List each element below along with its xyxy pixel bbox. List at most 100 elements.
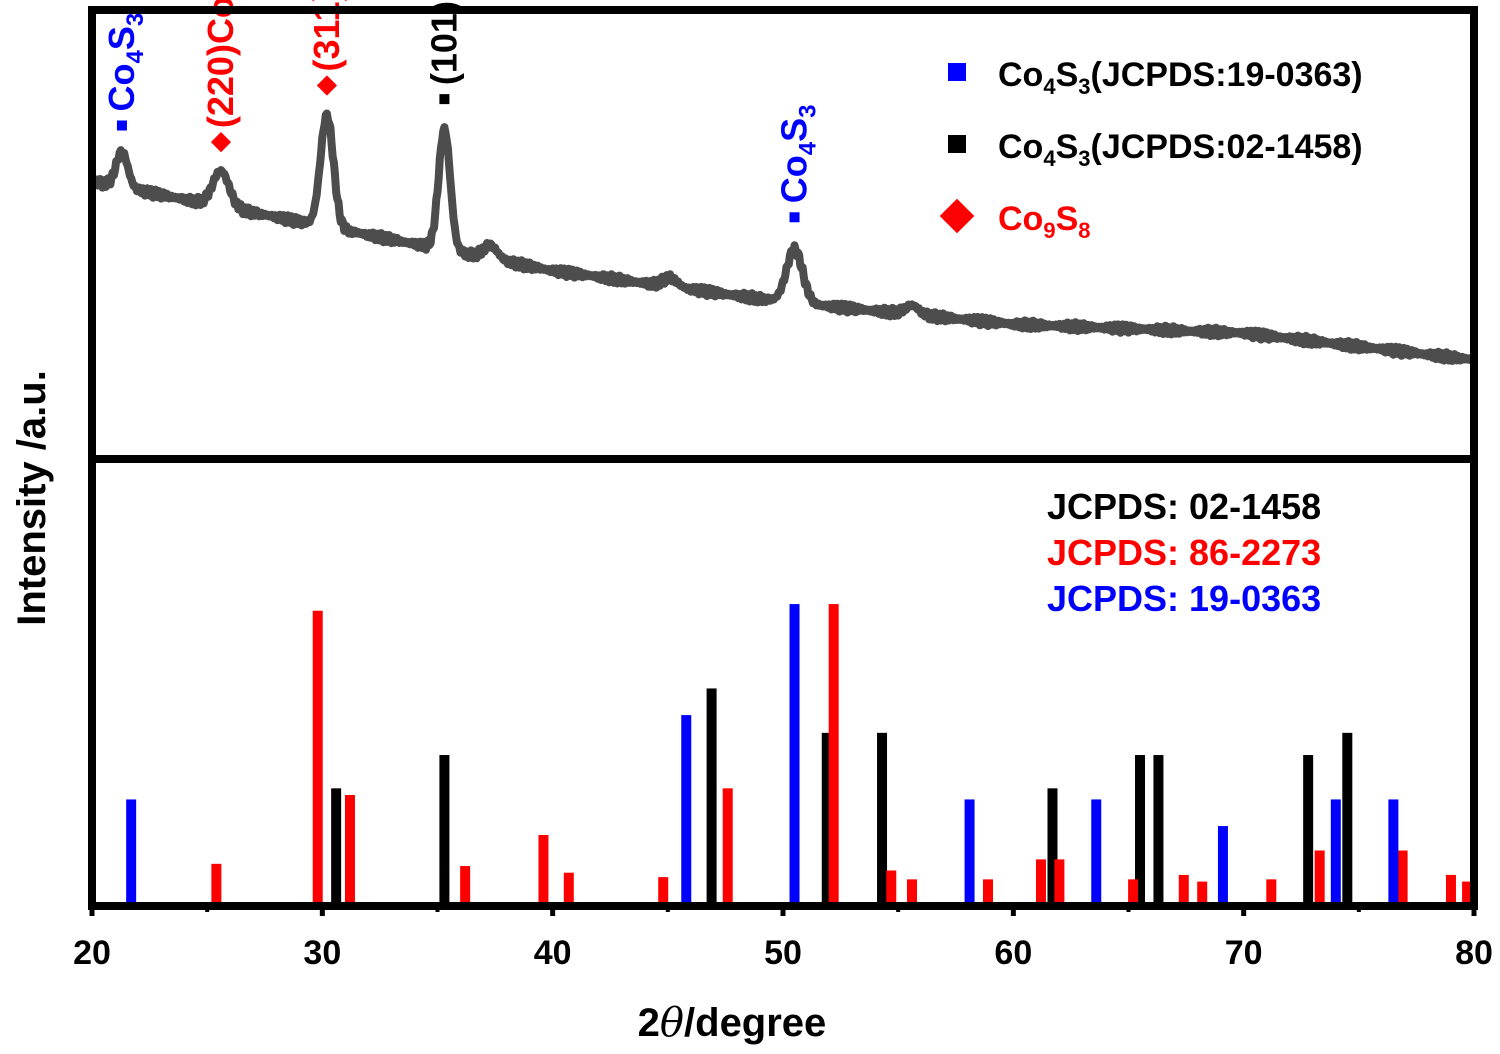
reference-stick xyxy=(681,715,692,906)
peak-label: (101)Co4S3 xyxy=(423,0,471,85)
reference-stick xyxy=(789,604,800,906)
peak-annotation: (311)Co9S8 xyxy=(306,0,347,96)
x-axis: 20 30 40 50 60 70 80 xyxy=(73,904,1493,972)
reference-stick xyxy=(886,870,897,906)
reference-stick xyxy=(1217,826,1228,906)
peak-annotation: (220)Co9S8 xyxy=(200,0,248,153)
stick-series xyxy=(331,688,1353,906)
legend-element: Co xyxy=(998,56,1043,94)
reference-stick xyxy=(331,788,342,906)
legend-subscript: 3 xyxy=(1078,74,1090,99)
peak-annotation: Co4S3 xyxy=(774,105,822,223)
stick-series xyxy=(126,604,1399,906)
legend-subscript: 4 xyxy=(1043,146,1056,171)
x-tick-label: 50 xyxy=(764,934,802,972)
peak-annotation: Co4S3 xyxy=(101,13,149,131)
reference-stick xyxy=(964,799,975,906)
legend-jcpds-entry: JCPDS: 19-0363 xyxy=(1047,578,1321,619)
reference-stick xyxy=(828,604,839,906)
legend-element: Co xyxy=(998,200,1043,238)
legend-jcpds-entry: JCPDS: 86-2273 xyxy=(1047,532,1321,573)
legend-subscript: 8 xyxy=(1078,218,1090,243)
peak-label: (220)Co9S8 xyxy=(200,0,248,128)
reference-stick xyxy=(1303,755,1314,906)
reference-stick xyxy=(1397,850,1408,906)
reference-stick xyxy=(126,799,137,906)
legend-jcpds: (JCPDS:02-1458) xyxy=(1091,128,1363,166)
reference-stick xyxy=(1054,859,1065,906)
xrd-pattern-line xyxy=(88,109,1478,365)
x-tick-label: 70 xyxy=(1225,934,1263,972)
reference-stick xyxy=(1128,879,1139,906)
square-marker xyxy=(789,212,800,223)
reference-stick xyxy=(563,872,574,906)
reference-stick xyxy=(439,755,450,906)
reference-stick xyxy=(312,610,323,906)
reference-stick xyxy=(1266,879,1277,906)
legend-subscript: 4 xyxy=(1043,74,1056,99)
reference-stick xyxy=(706,688,717,906)
reference-stick xyxy=(1388,799,1399,906)
x-axis-label-prefix: 2 xyxy=(638,1001,660,1045)
legend-subscript: 3 xyxy=(1078,146,1090,171)
reference-sticks-panel: JCPDS: 02-1458 JCPDS: 86-2273 JCPDS: 19-03… xyxy=(126,486,1473,906)
reference-stick xyxy=(1342,732,1353,906)
x-axis-label-suffix: /degree xyxy=(684,1001,826,1045)
reference-stick xyxy=(1314,850,1325,906)
square-marker xyxy=(116,120,127,131)
xrd-pattern-panel: Co4S3(220)Co9S8(311)Co9S8(101)Co4S3Co4S3… xyxy=(88,0,1478,365)
peak-label-element: Co xyxy=(101,63,142,111)
reference-stick xyxy=(1135,755,1146,906)
reference-stick xyxy=(1091,799,1102,906)
x-axis-label: 2θ/degree xyxy=(638,1000,827,1046)
reference-stick xyxy=(460,866,471,906)
legend-entry: Co4S3(JCPDS:02-1458) xyxy=(998,128,1363,171)
reference-stick xyxy=(658,877,669,906)
peak-label-hkl: (101) xyxy=(423,1,464,85)
reference-stick xyxy=(1035,859,1046,906)
peak-label-subscript: 3 xyxy=(795,105,822,118)
reference-stick xyxy=(211,863,222,906)
peak-annotation: (101)Co4S3 xyxy=(423,0,471,105)
reference-stick xyxy=(1047,788,1058,906)
x-tick-label: 60 xyxy=(994,934,1032,972)
legend-marker xyxy=(939,198,975,234)
reference-stick xyxy=(1153,755,1164,906)
reference-stick xyxy=(906,879,917,906)
reference-stick xyxy=(1178,874,1189,906)
x-tick-label: 40 xyxy=(534,934,572,972)
reference-stick xyxy=(877,732,888,906)
y-axis-label: Intensity /a.u. xyxy=(10,370,54,626)
diamond-marker xyxy=(316,75,338,96)
peak-label-hkl: (220) xyxy=(200,44,241,128)
legend-element: S xyxy=(1056,56,1079,94)
reference-stick xyxy=(821,732,832,906)
legend-top: Co4S3(JCPDS:19-0363)Co4S3(JCPDS:02-1458)… xyxy=(939,56,1363,243)
reference-stick xyxy=(722,788,733,906)
peak-label-element: Co xyxy=(774,155,815,203)
peak-label-subscript: 3 xyxy=(122,13,149,26)
legend-entry: Co4S3(JCPDS:19-0363) xyxy=(998,56,1363,99)
peak-label: Co4S3 xyxy=(774,105,822,204)
legend-subscript: 9 xyxy=(1043,218,1055,243)
legend-bottom: JCPDS: 02-1458 JCPDS: 86-2273 JCPDS: 19-03… xyxy=(1047,486,1321,619)
legend-element: S xyxy=(1056,128,1079,166)
reference-stick xyxy=(982,879,993,906)
reference-stick xyxy=(344,795,355,906)
peak-label-subscript: 4 xyxy=(795,141,822,155)
peak-label-element: S xyxy=(774,118,815,142)
legend-jcpds: (JCPDS:19-0363) xyxy=(1091,56,1363,94)
x-axis-label-theta: θ xyxy=(660,1000,684,1046)
legend-element: S xyxy=(1056,200,1079,238)
legend-marker xyxy=(948,63,966,81)
x-tick-label: 80 xyxy=(1455,934,1493,972)
legend-jcpds-entry: JCPDS: 02-1458 xyxy=(1047,486,1321,527)
peak-label: Co4S3 xyxy=(101,13,149,112)
reference-stick xyxy=(538,834,549,906)
x-tick-label: 30 xyxy=(303,934,341,972)
peak-label-subscript: 4 xyxy=(122,49,149,63)
reference-stick xyxy=(1462,881,1473,906)
reference-stick xyxy=(1445,874,1456,906)
diamond-marker xyxy=(210,132,232,153)
